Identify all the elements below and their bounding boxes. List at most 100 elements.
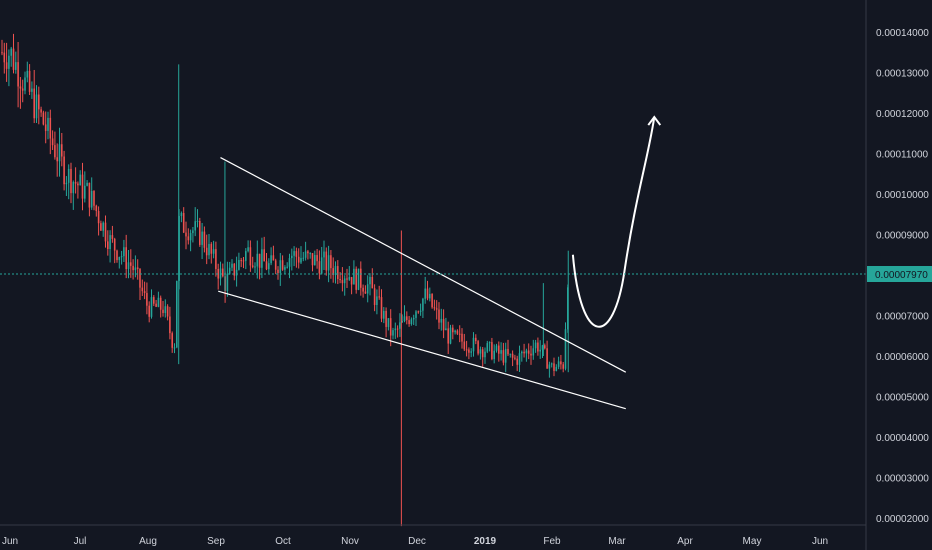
- candle-body: [479, 349, 482, 354]
- candle-body: [442, 318, 445, 331]
- candle-body: [481, 349, 484, 358]
- candle-body: [320, 257, 323, 274]
- y-tick-label: 0.00010000: [876, 190, 929, 201]
- candle-body: [440, 318, 443, 323]
- candle-body: [81, 174, 84, 199]
- candle-body: [401, 320, 403, 323]
- wedge-upper-trendline[interactable]: [220, 157, 627, 373]
- candle-body: [238, 260, 240, 270]
- candle-body: [502, 350, 505, 363]
- candle-body: [468, 349, 470, 353]
- candle-body: [392, 330, 394, 336]
- candle-body: [539, 349, 541, 352]
- candle-body: [516, 358, 518, 365]
- candle-body: [242, 260, 245, 262]
- candle-body: [560, 361, 562, 365]
- candle-body: [212, 249, 215, 254]
- candle-body: [164, 306, 167, 314]
- candle-body: [297, 256, 300, 263]
- candle-body: [514, 357, 516, 359]
- candle-body: [215, 249, 217, 269]
- candle-body: [304, 251, 307, 258]
- candle-body: [192, 230, 194, 234]
- y-tick-label: 0.00011000: [876, 150, 929, 161]
- candle-body: [318, 261, 321, 274]
- candle-body: [228, 267, 231, 274]
- candle-body: [541, 345, 544, 350]
- candle-body: [422, 298, 424, 311]
- candle-body: [518, 353, 521, 365]
- candle-body: [387, 318, 390, 327]
- candle-body: [169, 316, 171, 334]
- candle-body: [199, 220, 201, 245]
- x-tick-label: Mar: [608, 536, 626, 547]
- candle-body: [360, 268, 362, 288]
- candle-body: [564, 329, 567, 369]
- candle-body: [447, 328, 449, 344]
- time-axis[interactable]: Jun Jul Aug Sep Oct Nov Dec 2019 Feb Mar Apr May Jun: [2, 536, 828, 547]
- x-tick-label: Sep: [207, 536, 225, 547]
- candle-body: [281, 260, 284, 270]
- candle-body: [61, 144, 63, 157]
- price-axis[interactable]: 0.00014000 0.00013000 0.00012000 0.00011000…: [876, 28, 929, 525]
- candle-body: [44, 124, 47, 131]
- candle-body: [454, 330, 456, 333]
- candle-body: [311, 253, 314, 266]
- projection-arrow[interactable]: [571, 116, 656, 328]
- candle-body: [31, 88, 33, 92]
- candle-body: [201, 231, 203, 245]
- wedge-lower-trendline[interactable]: [218, 290, 626, 410]
- candle-body: [104, 222, 107, 242]
- x-tick-label: Dec: [408, 536, 426, 547]
- candle-body: [111, 235, 114, 239]
- candle-body: [406, 316, 408, 321]
- candle-body: [113, 238, 116, 251]
- candle-body: [429, 293, 431, 299]
- candle-body: [293, 251, 295, 256]
- candle-body: [233, 263, 236, 276]
- candle-body: [288, 258, 291, 267]
- candle-body: [182, 213, 185, 233]
- candle-body: [203, 231, 206, 248]
- candle-body: [314, 255, 316, 266]
- candle-body: [148, 305, 150, 317]
- candle-body: [399, 322, 401, 329]
- candle-body: [38, 94, 40, 110]
- candle-body: [77, 183, 79, 186]
- candle-body: [28, 70, 31, 92]
- candle-body: [417, 311, 420, 313]
- candle-body: [70, 168, 72, 194]
- candle-body: [251, 265, 254, 267]
- x-tick-label: May: [743, 536, 762, 547]
- candle-body: [348, 277, 351, 280]
- x-tick-label: Aug: [139, 536, 157, 547]
- candle-body: [139, 268, 141, 288]
- candle-body: [65, 182, 68, 185]
- candle-body: [1, 52, 3, 54]
- y-tick-label: 0.00006000: [876, 352, 929, 363]
- candle-body: [125, 247, 127, 270]
- candle-body: [35, 94, 38, 119]
- candle-body: [3, 52, 6, 63]
- wedge-pattern-layer: [218, 115, 662, 410]
- candle-body: [189, 233, 192, 241]
- candle-body: [86, 182, 88, 186]
- candle-body: [525, 350, 528, 354]
- candle-body: [153, 297, 155, 304]
- candle-body: [162, 309, 164, 314]
- x-tick-label: Nov: [341, 536, 359, 547]
- candle-body: [270, 255, 272, 264]
- candle-body: [42, 112, 45, 125]
- candle-body: [433, 307, 436, 309]
- candle-body: [196, 220, 199, 222]
- candle-body: [477, 341, 479, 354]
- candle-body: [366, 284, 369, 294]
- candle-body: [47, 117, 49, 131]
- candle-body: [146, 293, 148, 306]
- x-tick-label: Jul: [74, 536, 87, 547]
- y-tick-label: 0.00013000: [876, 69, 929, 80]
- candle-body: [461, 333, 463, 342]
- candle-body: [527, 350, 530, 354]
- candle-body: [33, 88, 35, 119]
